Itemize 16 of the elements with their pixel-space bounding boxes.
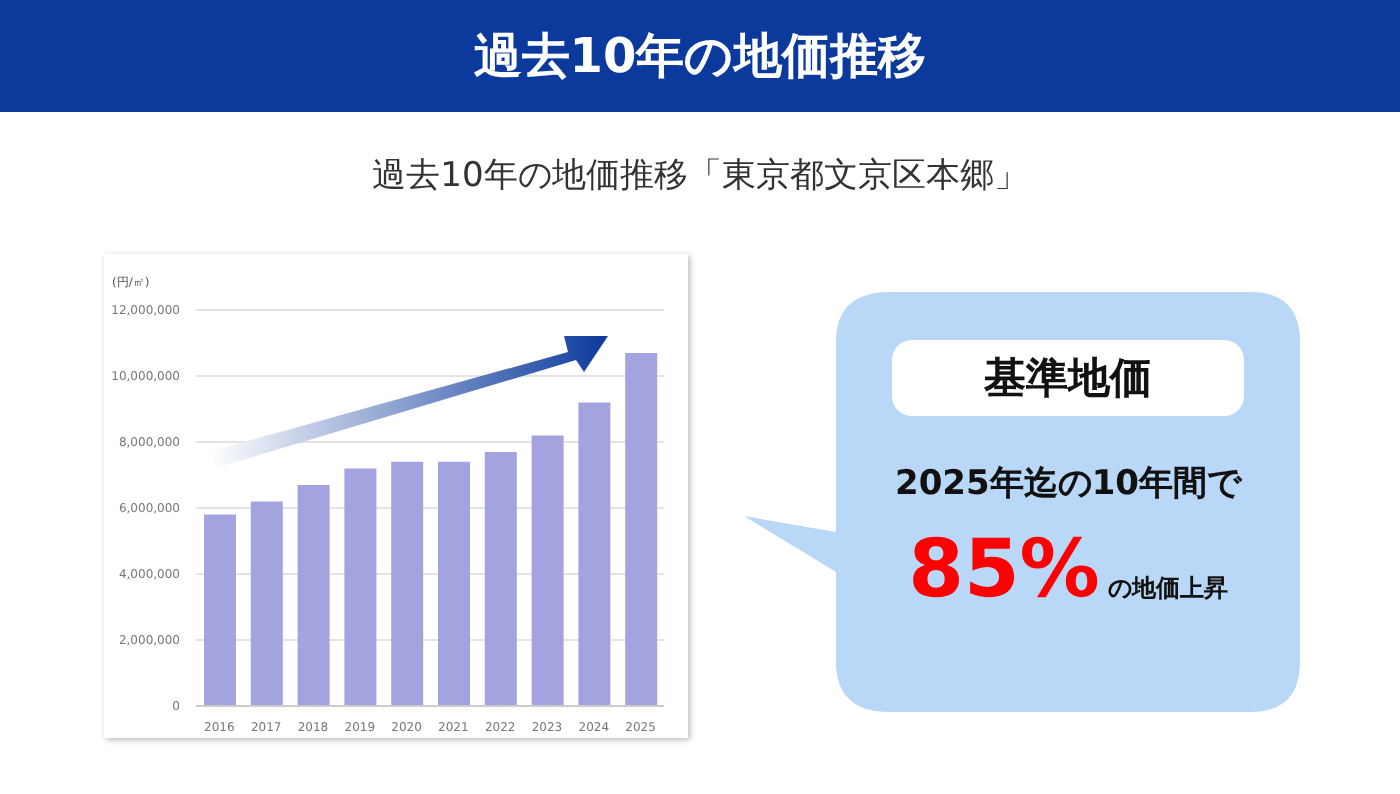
chart-subtitle: 過去10年の地価推移「東京都文京区本郷」 [370, 154, 1030, 198]
text: 2025年迄の10年間で [893, 462, 1245, 506]
text: 基準地価 [892, 340, 1244, 416]
text: 85% [908, 524, 1100, 616]
bar [391, 461, 424, 706]
chart-title: 過去10年の地価推移 [0, 0, 1400, 112]
bar [578, 402, 611, 706]
bar [484, 451, 517, 706]
text: の地価上昇 [1107, 572, 1228, 606]
bar [204, 514, 236, 706]
bar [625, 352, 658, 706]
bar [250, 501, 283, 706]
bar [531, 435, 564, 706]
bar [438, 461, 470, 706]
bar [297, 484, 330, 706]
bar [344, 468, 377, 706]
